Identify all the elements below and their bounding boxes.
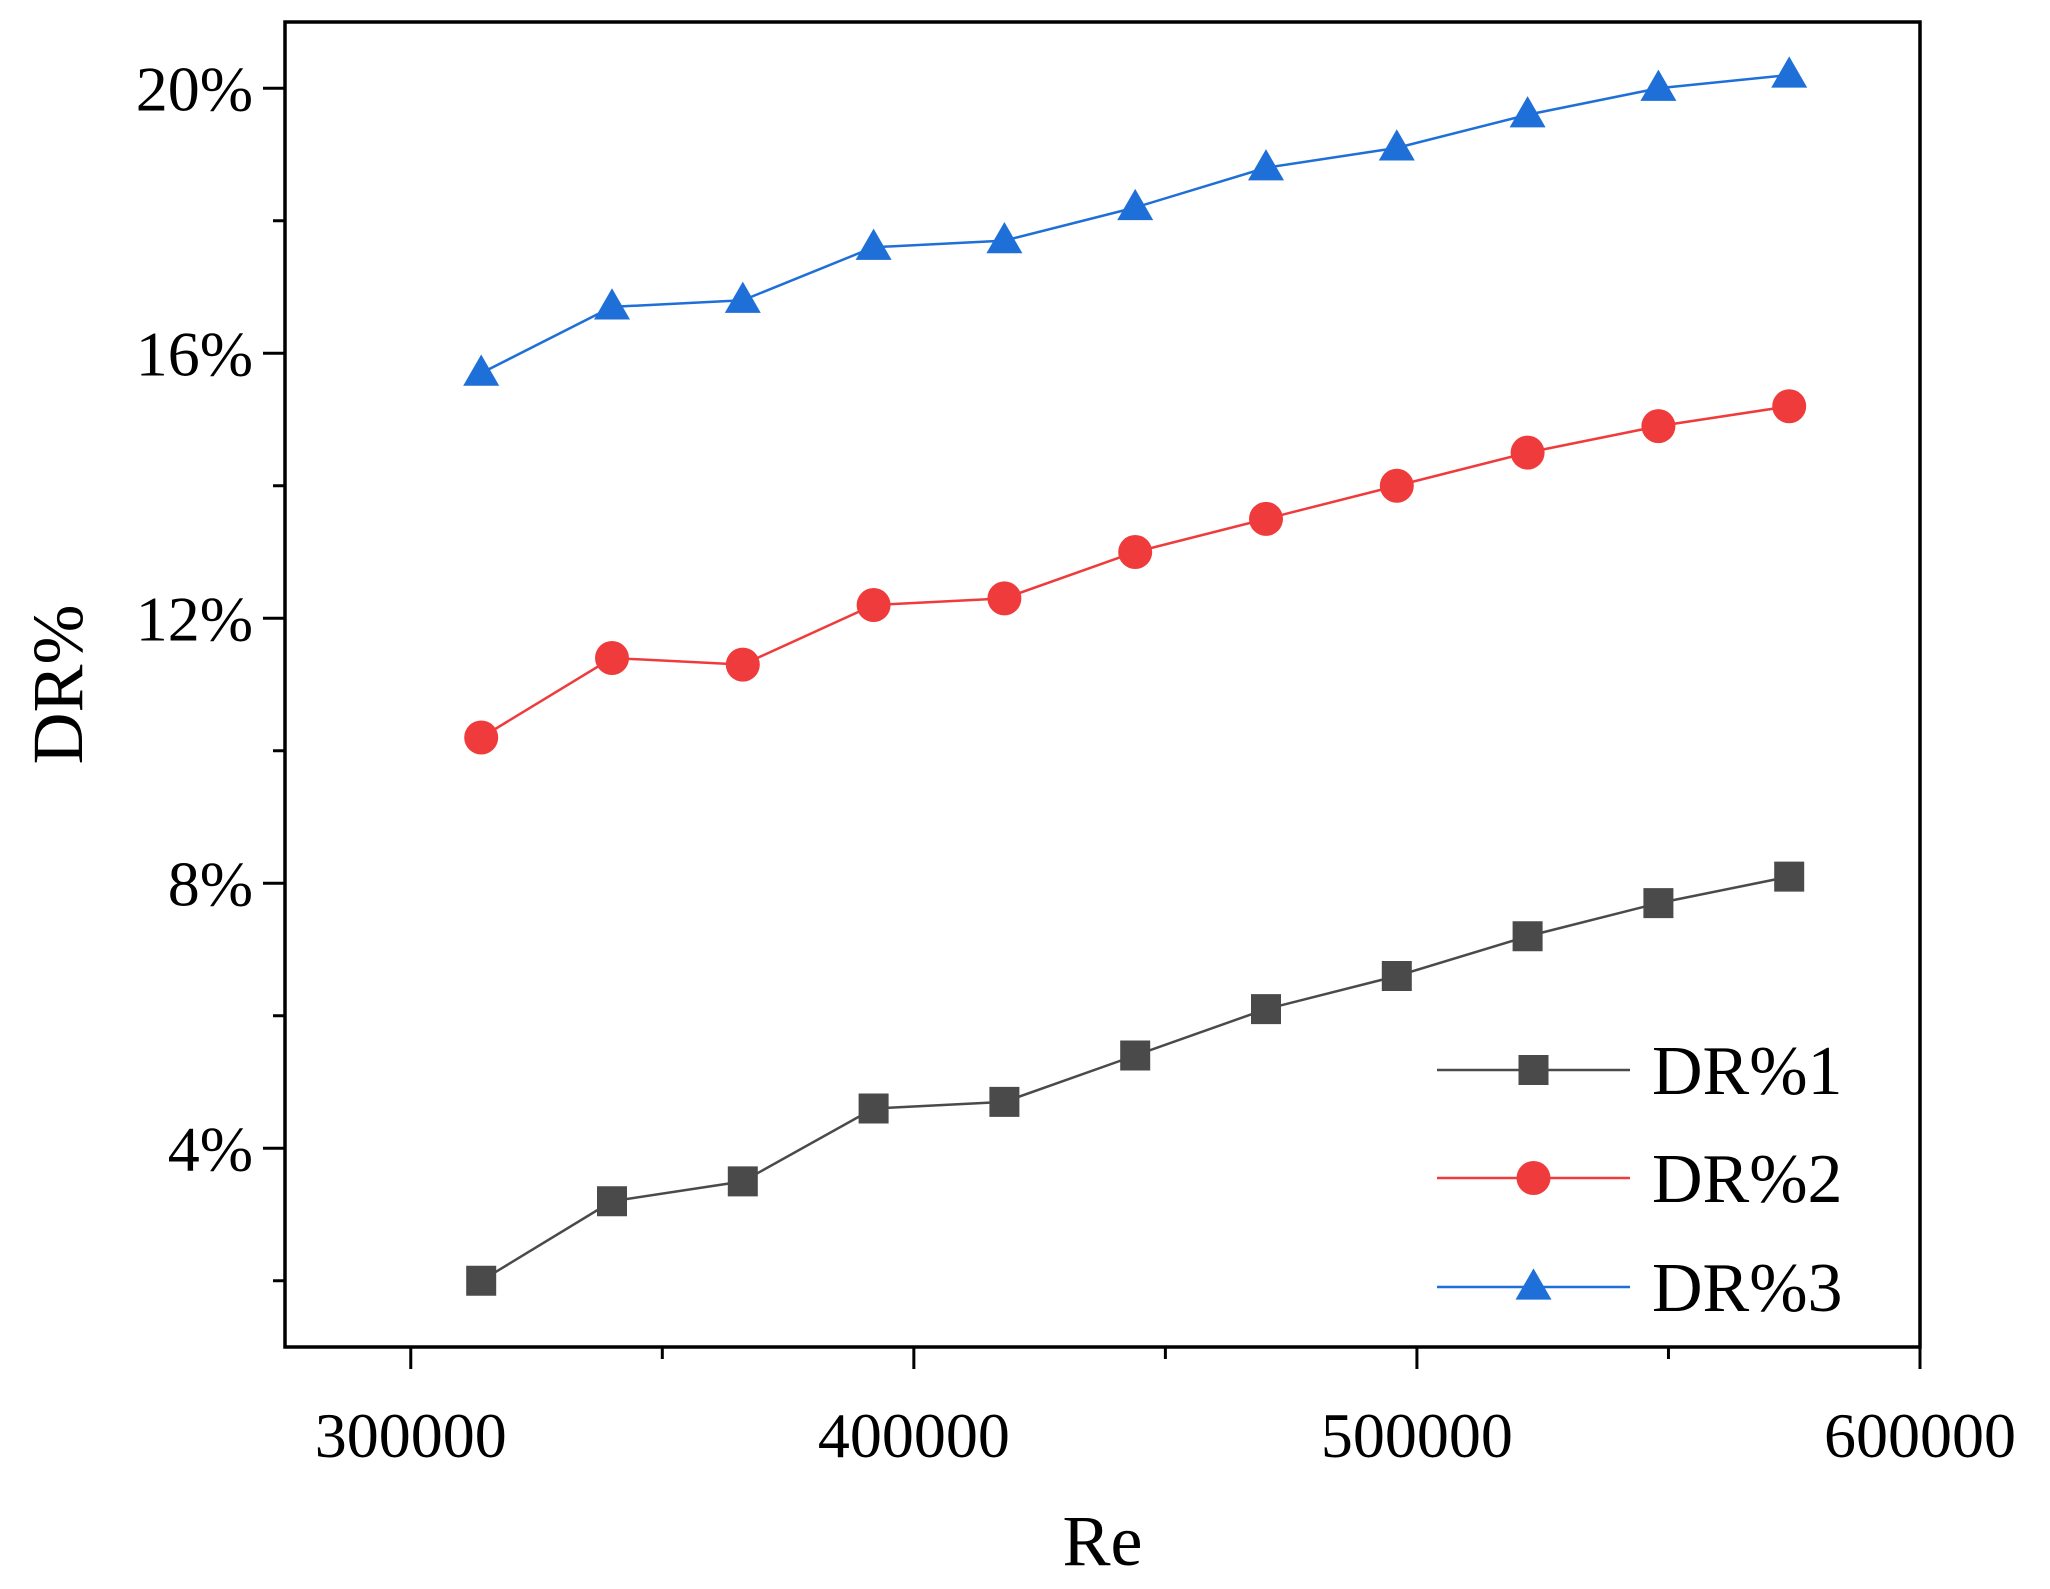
circle-marker	[1379, 468, 1414, 503]
circle-marker	[725, 647, 760, 682]
circle-marker	[1249, 501, 1283, 536]
legend-label: DR%2	[1652, 1141, 1843, 1218]
series-layer	[463, 56, 1808, 1296]
x-tick-label: 600000	[1824, 1400, 2016, 1471]
triangle-marker	[1771, 56, 1808, 88]
series-line	[480, 875, 1790, 1282]
x-tick-label: 500000	[1321, 1400, 1513, 1471]
circle-marker	[1510, 435, 1545, 470]
triangle-marker	[1117, 188, 1154, 221]
y-tick-label: 20%	[136, 53, 253, 124]
y-tick-label: 12%	[136, 583, 253, 654]
legend-item: DR%3	[1437, 1250, 1843, 1327]
legend-square-marker	[1518, 1055, 1549, 1085]
circle-marker	[1118, 535, 1153, 569]
triangle-marker	[1378, 129, 1415, 161]
legend-label: DR%1	[1652, 1033, 1843, 1110]
legend-circle-marker	[1516, 1161, 1551, 1195]
triangle-marker	[1640, 69, 1677, 101]
square-marker	[1120, 1040, 1151, 1071]
triangle-marker	[855, 228, 892, 260]
square-marker	[727, 1166, 758, 1197]
legend-triangle-marker	[1515, 1268, 1552, 1300]
triangle-marker	[463, 354, 500, 386]
y-axis-title: DR%	[18, 605, 98, 765]
square-marker	[989, 1086, 1020, 1117]
square-marker	[858, 1093, 889, 1124]
x-axis-title: Re	[1063, 1501, 1143, 1581]
square-marker	[466, 1265, 497, 1296]
y-tick-label: 4%	[168, 1113, 253, 1184]
triangle-marker	[594, 288, 630, 320]
circle-marker	[1772, 389, 1807, 424]
series-line	[480, 73, 1790, 375]
triangle-marker	[986, 222, 1023, 254]
circle-marker	[595, 641, 629, 675]
x-tick-label: 300000	[315, 1400, 507, 1471]
triangle-marker	[1509, 96, 1546, 128]
circle-marker	[1641, 409, 1676, 444]
x-tick-label: 400000	[818, 1400, 1010, 1471]
series-1	[466, 861, 1805, 1296]
legend-label: DR%3	[1652, 1250, 1843, 1327]
triangle-marker	[1248, 149, 1284, 181]
square-marker	[1251, 994, 1281, 1025]
square-marker	[1643, 888, 1674, 919]
square-marker	[1381, 961, 1412, 991]
legend: DR%1 DR%2 DR%3	[1437, 1033, 1843, 1327]
y-tick-label: 16%	[136, 318, 253, 389]
square-marker	[597, 1186, 627, 1217]
square-marker	[1774, 861, 1805, 892]
legend-item: DR%1	[1437, 1033, 1843, 1110]
legend-item: DR%2	[1437, 1141, 1843, 1218]
circle-marker	[464, 720, 499, 755]
y-tick-label: 8%	[168, 848, 253, 919]
square-marker	[1512, 921, 1543, 952]
circle-marker	[856, 588, 891, 622]
triangle-marker	[724, 281, 761, 313]
axes-layer: 300000 400000 500000 600000 4% 8% 12% 16% 20%	[136, 20, 2016, 1471]
plot-frame	[283, 20, 1922, 1349]
series-line	[480, 405, 1790, 739]
series-3	[463, 56, 1808, 386]
circle-marker	[987, 581, 1022, 616]
series-2	[464, 389, 1807, 755]
